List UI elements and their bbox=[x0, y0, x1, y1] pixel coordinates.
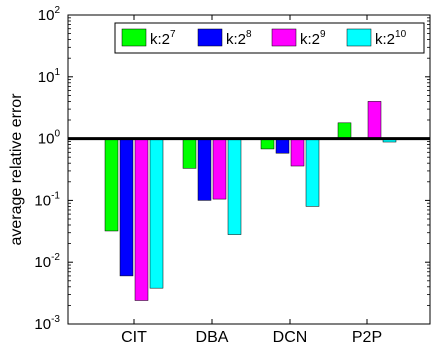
legend-label-series-4: k:210 bbox=[375, 29, 407, 48]
y-tick-exponent: -1 bbox=[51, 190, 60, 201]
y-tick-exponent: 2 bbox=[54, 5, 60, 16]
x-tick-label-p2p: P2P bbox=[352, 329, 382, 346]
bar-p2p-series-1 bbox=[337, 122, 352, 139]
bar-p2p-series-3 bbox=[367, 101, 382, 139]
y-tick-exponent: 0 bbox=[54, 129, 60, 140]
y-tick-label: 10-1 bbox=[34, 190, 60, 209]
y-tick-label: 102 bbox=[38, 5, 61, 24]
legend-label-series-1: k:27 bbox=[150, 29, 176, 48]
bar-dcn-series-2 bbox=[275, 138, 290, 154]
legend-label-base: k:2 bbox=[226, 31, 246, 48]
bar-dba-series-2 bbox=[197, 138, 212, 201]
legend-swatch-series-4 bbox=[346, 28, 372, 47]
y-tick-label: 10-2 bbox=[34, 252, 60, 271]
y-tick-label: 101 bbox=[38, 67, 61, 86]
legend-label-exponent: 9 bbox=[320, 29, 326, 40]
bar-cit-series-2 bbox=[119, 138, 134, 277]
legend-label-series-3: k:29 bbox=[300, 29, 326, 48]
x-axis: CIT DBA DCN P2P bbox=[121, 15, 382, 346]
y-tick-base: 10 bbox=[38, 131, 55, 148]
bar-cit-series-1 bbox=[104, 138, 119, 232]
legend-box bbox=[114, 22, 425, 54]
legend-swatch-series-3 bbox=[271, 28, 297, 47]
y-tick-base: 10 bbox=[34, 254, 51, 271]
legend-swatch-series-2 bbox=[197, 28, 223, 47]
x-tick-label-dba: DBA bbox=[196, 329, 229, 346]
bar-dba-series-4 bbox=[227, 138, 242, 235]
bar-dba-series-3 bbox=[212, 138, 227, 200]
legend-label-base: k:2 bbox=[375, 31, 395, 48]
y-tick-label: 10-3 bbox=[34, 314, 60, 333]
legend-label-exponent: 8 bbox=[246, 29, 252, 40]
y-tick-base: 10 bbox=[38, 69, 55, 86]
y-tick-label: 100 bbox=[38, 129, 61, 148]
bar-dcn-series-4 bbox=[305, 138, 320, 207]
legend-label-base: k:2 bbox=[150, 31, 170, 48]
x-tick-label-cit: CIT bbox=[121, 329, 147, 346]
bars-group bbox=[104, 101, 397, 301]
bar-cit-series-4 bbox=[149, 138, 164, 289]
x-tick-label-dcn: DCN bbox=[273, 329, 308, 346]
y-tick-base: 10 bbox=[34, 192, 51, 209]
y-tick-exponent: 1 bbox=[54, 67, 60, 78]
plot-frame bbox=[67, 14, 431, 325]
legend-label-series-2: k:28 bbox=[226, 29, 252, 48]
y-tick-base: 10 bbox=[34, 316, 51, 333]
legend-label-exponent: 7 bbox=[170, 29, 176, 40]
legend-label-base: k:2 bbox=[300, 31, 320, 48]
y-tick-base: 10 bbox=[38, 7, 55, 24]
legend-label-exponent: 10 bbox=[395, 29, 407, 40]
y-axis-label: average relative error bbox=[8, 93, 25, 246]
bar-dcn-series-3 bbox=[290, 138, 305, 167]
bar-dba-series-1 bbox=[182, 138, 197, 169]
y-tick-exponent: -2 bbox=[51, 252, 60, 263]
bar-dcn-series-1 bbox=[260, 138, 275, 150]
legend: k:27 k:28 k:29 k:210 bbox=[114, 22, 425, 54]
y-tick-exponent: -3 bbox=[51, 314, 60, 325]
bar-cit-series-3 bbox=[134, 138, 149, 301]
legend-swatch-series-1 bbox=[121, 28, 147, 47]
